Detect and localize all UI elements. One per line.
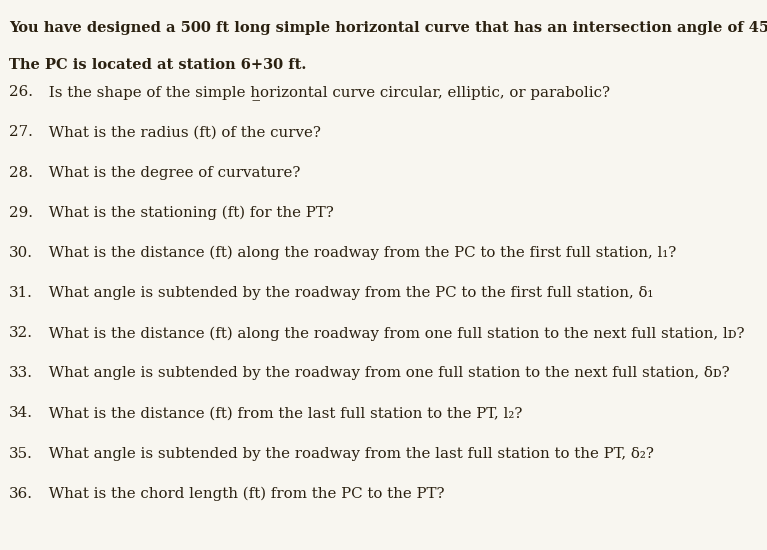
Text: What is the distance (ft) along the roadway from the PC to the first full statio: What is the distance (ft) along the road… <box>44 246 676 260</box>
Text: What is the stationing (ft) for the PT?: What is the stationing (ft) for the PT? <box>44 206 334 220</box>
Text: 35.: 35. <box>9 447 33 460</box>
Text: The PC is located at station 6+30 ft.: The PC is located at station 6+30 ft. <box>9 58 307 72</box>
Text: What is the distance (ft) from the last full station to the PT, l₂?: What is the distance (ft) from the last … <box>44 406 522 420</box>
Text: 26.: 26. <box>9 85 33 99</box>
Text: 28.: 28. <box>9 166 33 179</box>
Text: What is the chord length (ft) from the PC to the PT?: What is the chord length (ft) from the P… <box>44 487 444 501</box>
Text: 36.: 36. <box>9 487 33 500</box>
Text: 29.: 29. <box>9 206 33 219</box>
Text: What angle is subtended by the roadway from the last full station to the PT, δ₂?: What angle is subtended by the roadway f… <box>44 447 653 460</box>
Text: 30.: 30. <box>9 246 33 260</box>
Text: What is the degree of curvature?: What is the degree of curvature? <box>44 166 300 179</box>
Text: Is the shape of the simple h̲orizontal curve circular, elliptic, or parabolic?: Is the shape of the simple h̲orizontal c… <box>44 85 610 100</box>
Text: 32.: 32. <box>9 326 33 340</box>
Text: What angle is subtended by the roadway from the PC to the first full station, δ₁: What angle is subtended by the roadway f… <box>44 286 653 300</box>
Text: 27.: 27. <box>9 125 33 139</box>
Text: 33.: 33. <box>9 366 33 380</box>
Text: What angle is subtended by the roadway from one full station to the next full st: What angle is subtended by the roadway f… <box>44 366 729 380</box>
Text: What is the radius (ft) of the curve?: What is the radius (ft) of the curve? <box>44 125 321 139</box>
Text: 34.: 34. <box>9 406 33 420</box>
Text: What is the distance (ft) along the roadway from one full station to the next fu: What is the distance (ft) along the road… <box>44 326 744 340</box>
Text: You have designed a 500 ft long simple horizontal curve that has an intersection: You have designed a 500 ft long simple h… <box>9 21 767 35</box>
Text: 31.: 31. <box>9 286 33 300</box>
